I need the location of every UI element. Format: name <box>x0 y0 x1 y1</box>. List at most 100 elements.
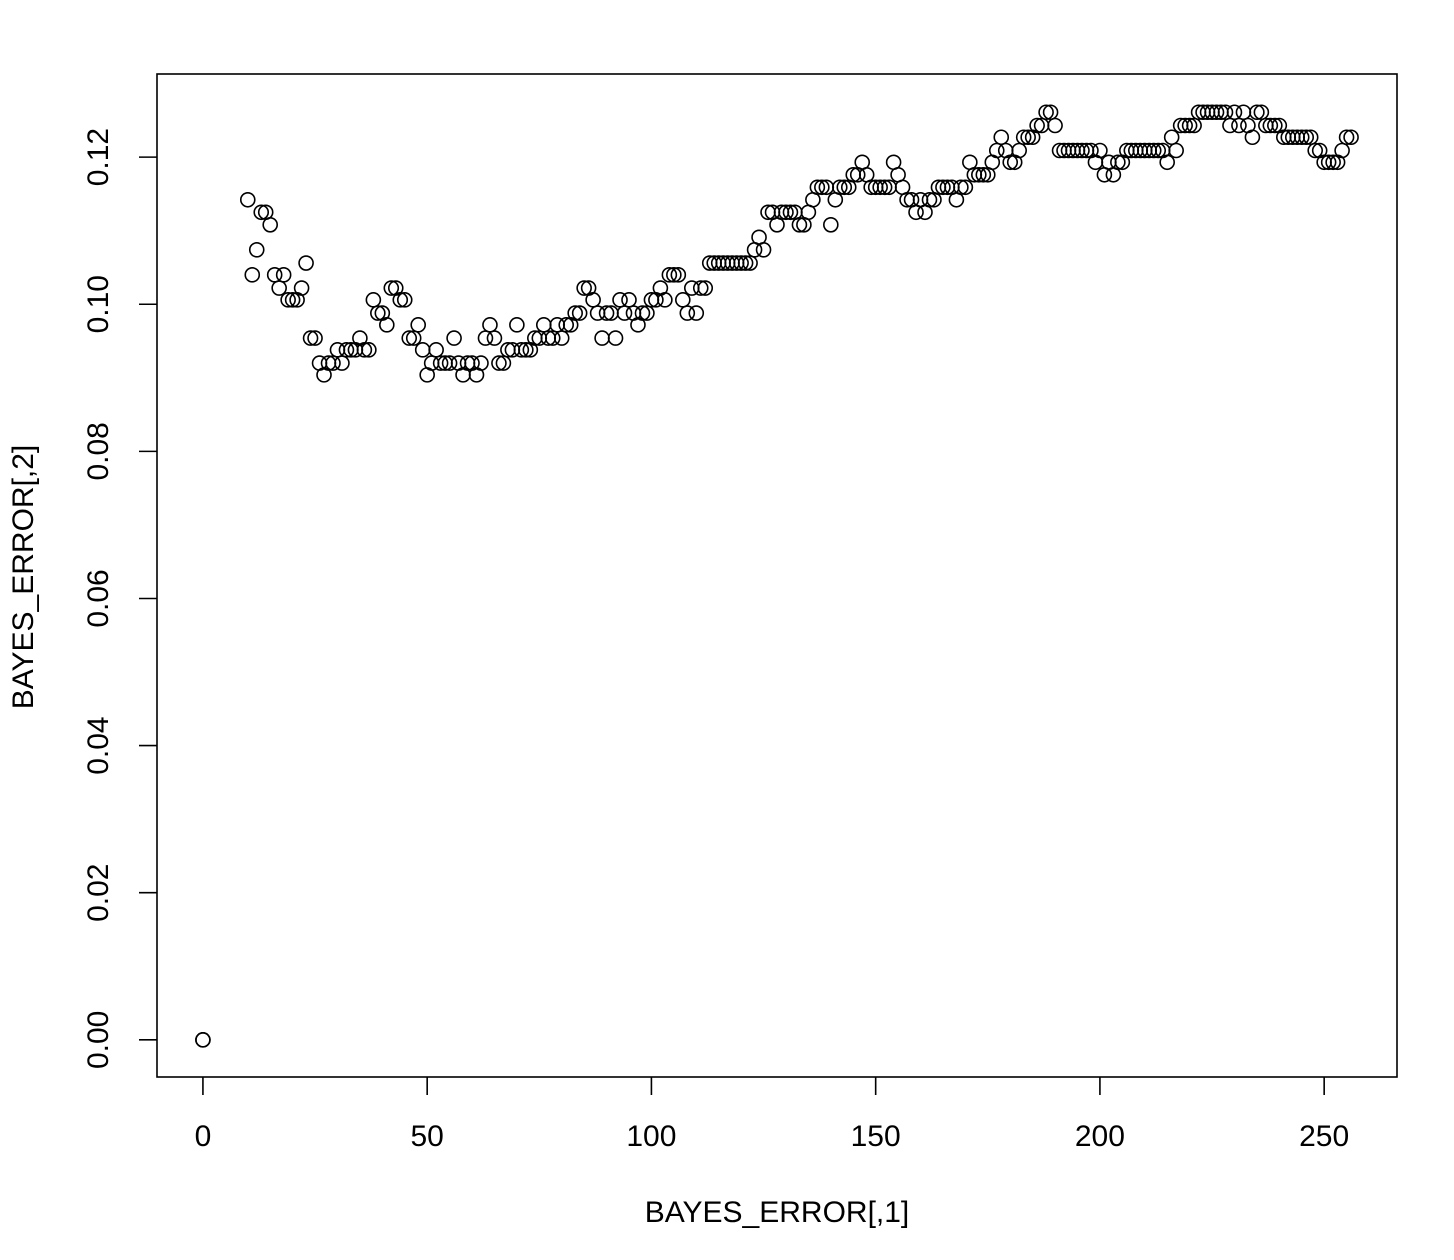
x-axis-title: BAYES_ERROR[,1] <box>645 1196 910 1229</box>
point <box>1320 154 1337 171</box>
point <box>473 355 489 371</box>
point <box>670 267 687 283</box>
point <box>361 342 377 358</box>
point <box>253 204 270 221</box>
point <box>1293 129 1310 146</box>
point <box>284 292 301 308</box>
point <box>275 267 292 283</box>
x-tick-label: 200 <box>1075 1120 1125 1153</box>
point <box>553 330 570 346</box>
point <box>248 242 265 258</box>
point <box>975 166 992 183</box>
point <box>1307 142 1323 159</box>
point <box>1150 142 1167 159</box>
point <box>755 242 772 258</box>
point <box>1325 154 1341 171</box>
x-tick-label: 250 <box>1299 1120 1349 1153</box>
y-tick-label: 0.12 <box>82 128 115 186</box>
y-tick-label: 0.06 <box>82 569 115 627</box>
point <box>598 305 615 321</box>
x-tick-label: 50 <box>410 1120 443 1153</box>
point <box>383 280 400 296</box>
y-axis-title: BAYES_ERROR[,2] <box>7 445 40 710</box>
point <box>692 280 709 296</box>
point <box>509 317 525 333</box>
point <box>607 330 624 346</box>
point <box>935 179 951 196</box>
point <box>1020 129 1036 146</box>
point <box>441 355 458 371</box>
point <box>971 166 987 183</box>
point <box>688 305 705 321</box>
point <box>513 342 530 358</box>
point <box>571 305 588 321</box>
point <box>634 305 651 321</box>
point <box>428 342 444 358</box>
point <box>1074 142 1090 159</box>
point <box>823 216 839 233</box>
point <box>737 255 754 271</box>
point <box>486 330 503 346</box>
point <box>410 317 427 333</box>
point <box>876 179 893 196</box>
point <box>1181 117 1198 134</box>
point <box>1267 117 1283 134</box>
point <box>298 255 314 271</box>
point <box>957 179 974 196</box>
point <box>675 292 691 308</box>
point <box>1298 129 1315 146</box>
point <box>307 330 323 346</box>
point <box>392 292 409 308</box>
point <box>293 280 310 296</box>
point <box>809 179 826 196</box>
point <box>1208 104 1225 121</box>
point <box>491 355 507 371</box>
y-tick-label: 0.08 <box>82 422 115 480</box>
y-tick-label: 0.04 <box>82 716 115 774</box>
point <box>195 1032 211 1048</box>
point <box>401 330 418 346</box>
point <box>567 305 583 321</box>
x-tick-label: 150 <box>851 1120 901 1153</box>
point <box>356 342 373 358</box>
point <box>1334 142 1350 159</box>
point <box>338 342 355 358</box>
point <box>558 317 575 333</box>
point <box>244 267 261 283</box>
point <box>872 179 888 196</box>
point <box>1343 129 1359 146</box>
point <box>446 330 462 346</box>
point <box>1029 117 1045 134</box>
point <box>334 355 350 371</box>
point <box>239 191 256 208</box>
point <box>594 330 610 346</box>
point <box>782 204 799 221</box>
point <box>661 267 678 283</box>
point <box>1244 129 1261 146</box>
point <box>1011 142 1027 159</box>
point <box>733 255 749 271</box>
point <box>1249 104 1265 121</box>
point <box>1145 142 1162 159</box>
point <box>280 292 296 308</box>
point <box>1047 117 1063 134</box>
point <box>1235 104 1252 121</box>
point <box>814 179 830 196</box>
point <box>414 342 431 358</box>
point <box>370 305 386 321</box>
point <box>1110 154 1126 171</box>
point <box>365 292 382 308</box>
point <box>1015 129 1032 146</box>
point <box>1092 142 1108 159</box>
point <box>993 129 1010 146</box>
plot-box <box>156 73 1398 1078</box>
point <box>657 292 673 308</box>
point <box>666 267 682 283</box>
point <box>396 292 413 308</box>
point <box>836 179 853 196</box>
point <box>1038 104 1054 121</box>
point <box>791 216 808 233</box>
point <box>585 292 601 308</box>
point <box>1262 117 1279 134</box>
